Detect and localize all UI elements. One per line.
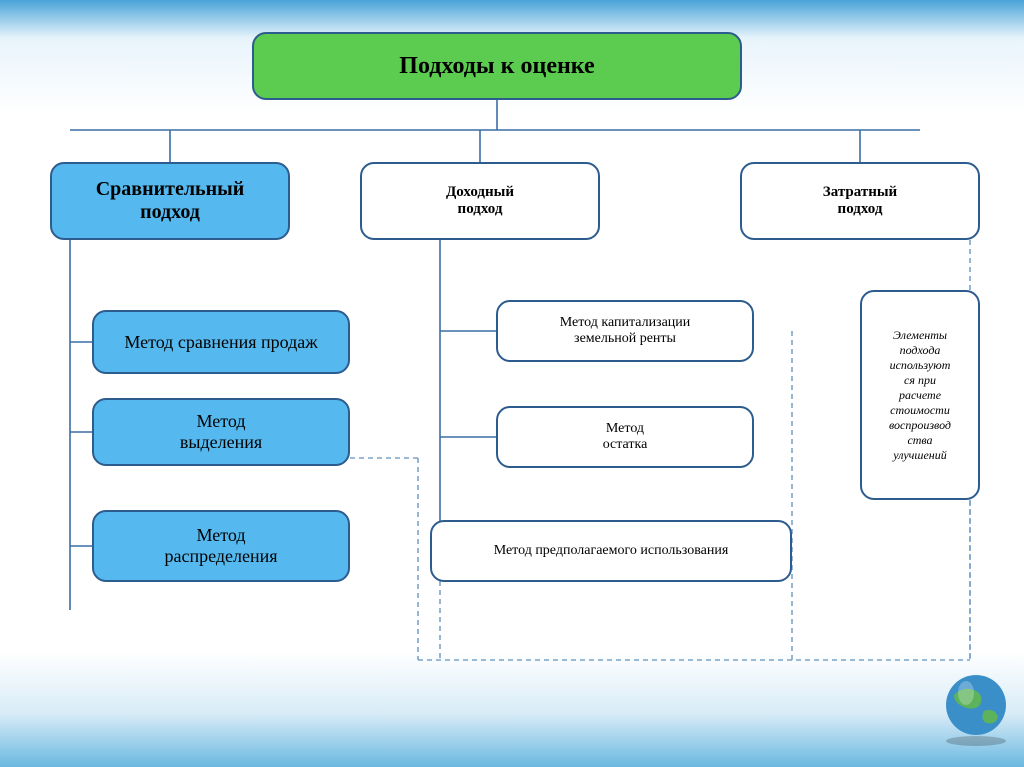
branch-header-income: Доходныйподход (360, 162, 600, 240)
method-income-2-label: Метод предполагаемого использования (494, 543, 729, 559)
root-title: Подходы к оценке (252, 32, 742, 100)
note-cost-label: Элементыподходаиспользуются прирасчетест… (889, 328, 951, 463)
branch-header-comparative-label: Сравнительныйподход (96, 178, 245, 224)
method-comparative-2: Методраспределения (92, 510, 350, 582)
method-income-0: Метод капитализацииземельной ренты (496, 300, 754, 362)
branch-header-cost-label: Затратныйподход (823, 184, 897, 218)
method-comparative-1-label: Методвыделения (180, 411, 262, 453)
branch-header-income-label: Доходныйподход (446, 184, 514, 218)
method-comparative-0-label: Метод сравнения продаж (124, 332, 317, 353)
method-income-1-label: Методостатка (603, 421, 648, 453)
method-income-0-label: Метод капитализацииземельной ренты (560, 315, 691, 347)
root-title-label: Подходы к оценке (399, 53, 594, 80)
branch-header-cost: Затратныйподход (740, 162, 980, 240)
method-comparative-1: Методвыделения (92, 398, 350, 466)
branch-header-comparative: Сравнительныйподход (50, 162, 290, 240)
method-income-2: Метод предполагаемого использования (430, 520, 792, 582)
globe-decoration (936, 667, 1016, 747)
note-cost: Элементыподходаиспользуются прирасчетест… (860, 290, 980, 500)
method-income-1: Методостатка (496, 406, 754, 468)
method-comparative-2-label: Методраспределения (164, 525, 277, 567)
method-comparative-0: Метод сравнения продаж (92, 310, 350, 374)
